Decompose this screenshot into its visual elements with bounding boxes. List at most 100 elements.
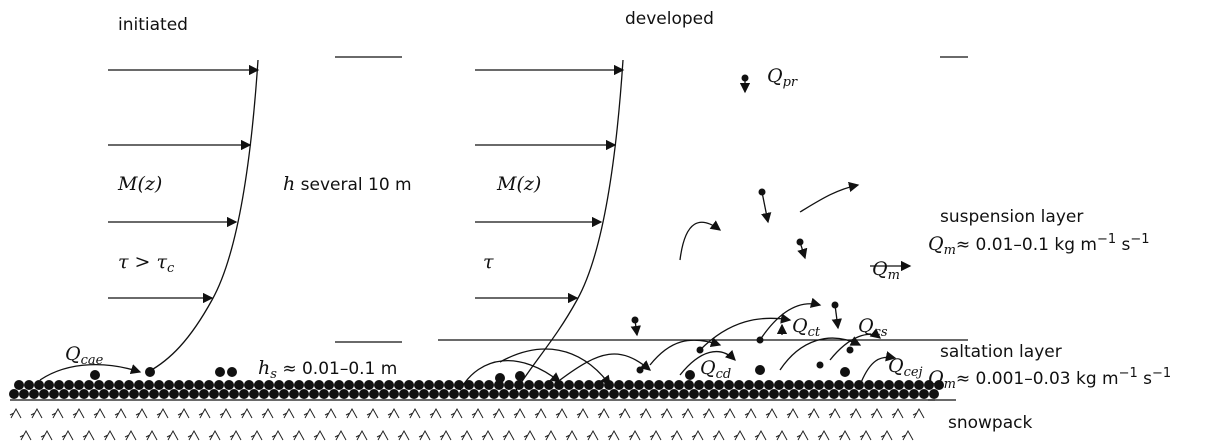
grain [489, 389, 499, 399]
snow-symbol [51, 407, 64, 419]
grain [899, 389, 909, 399]
grain [144, 380, 154, 390]
snow-symbol [838, 429, 851, 441]
grain [54, 380, 64, 390]
trajectory [699, 313, 792, 351]
snow-symbol [691, 429, 704, 441]
grain [459, 389, 469, 399]
grain [159, 389, 169, 399]
stress-label: τ [483, 251, 494, 273]
snow-symbol [586, 429, 599, 441]
grain [44, 380, 54, 390]
snow-symbol [366, 407, 379, 419]
grain [189, 389, 199, 399]
grain [229, 389, 239, 399]
snow-symbol [145, 429, 158, 441]
snow-symbol [628, 429, 641, 441]
grain [834, 380, 844, 390]
snow-symbol [376, 429, 389, 441]
grain [699, 389, 709, 399]
grain [464, 380, 474, 390]
snow-symbol [198, 407, 211, 419]
grain [514, 380, 524, 390]
grain [94, 380, 104, 390]
particle [631, 316, 639, 324]
grain [564, 380, 574, 390]
snow-symbol [124, 429, 137, 441]
snow-symbol [492, 407, 505, 419]
flux-label: Qcs [858, 315, 888, 340]
grain [374, 380, 384, 390]
grain [734, 380, 744, 390]
grain [119, 389, 129, 399]
grain [344, 380, 354, 390]
grain [914, 380, 924, 390]
snow-symbol [828, 407, 841, 419]
grain [289, 389, 299, 399]
grain [874, 380, 884, 390]
grain [755, 365, 765, 375]
stress-label: τ > τc [118, 251, 175, 276]
grain [209, 389, 219, 399]
grain [109, 389, 119, 399]
grain [444, 380, 454, 390]
snow-symbol [639, 407, 652, 419]
grain [139, 389, 149, 399]
particle [741, 74, 749, 82]
grain [784, 380, 794, 390]
snow-symbol [103, 429, 116, 441]
grain [624, 380, 634, 390]
grain [539, 389, 549, 399]
grain [879, 389, 889, 399]
grain [304, 380, 314, 390]
snow-symbol [408, 407, 421, 419]
snow-symbol [733, 429, 746, 441]
snow-symbol [187, 429, 200, 441]
grain [145, 367, 155, 377]
grain [499, 389, 509, 399]
grain [604, 380, 614, 390]
grain [724, 380, 734, 390]
title: initiated [118, 15, 188, 35]
grain [234, 380, 244, 390]
snow-symbol [240, 407, 253, 419]
trajectory [679, 220, 722, 261]
title: developed [625, 9, 714, 29]
grain [754, 380, 764, 390]
grain [329, 389, 339, 399]
grain [779, 389, 789, 399]
flux-label: Qcae [65, 343, 104, 368]
grain [264, 380, 274, 390]
grain [840, 367, 850, 377]
grain [129, 389, 139, 399]
snow-symbol [744, 407, 757, 419]
grain [14, 380, 24, 390]
grain [719, 389, 729, 399]
grain [674, 380, 684, 390]
snow-symbol [460, 429, 473, 441]
grain [894, 380, 904, 390]
grain [434, 380, 444, 390]
snow-symbol [555, 407, 568, 419]
grain [389, 389, 399, 399]
grain [579, 389, 589, 399]
grain [929, 389, 939, 399]
grain [614, 380, 624, 390]
flux-label: Qm [872, 258, 900, 283]
grain [424, 380, 434, 390]
snow-symbol [807, 407, 820, 419]
grain [249, 389, 259, 399]
grain [399, 389, 409, 399]
grain [609, 389, 619, 399]
grain [484, 380, 494, 390]
grain [349, 389, 359, 399]
snow-symbol [30, 407, 43, 419]
height-label: hs ≈ 0.01–0.1 m [258, 357, 397, 383]
snow-symbol [271, 429, 284, 441]
decoration [9, 56, 968, 441]
grain [739, 389, 749, 399]
grain [619, 389, 629, 399]
grain [854, 380, 864, 390]
particle [846, 346, 854, 354]
grain [254, 380, 264, 390]
